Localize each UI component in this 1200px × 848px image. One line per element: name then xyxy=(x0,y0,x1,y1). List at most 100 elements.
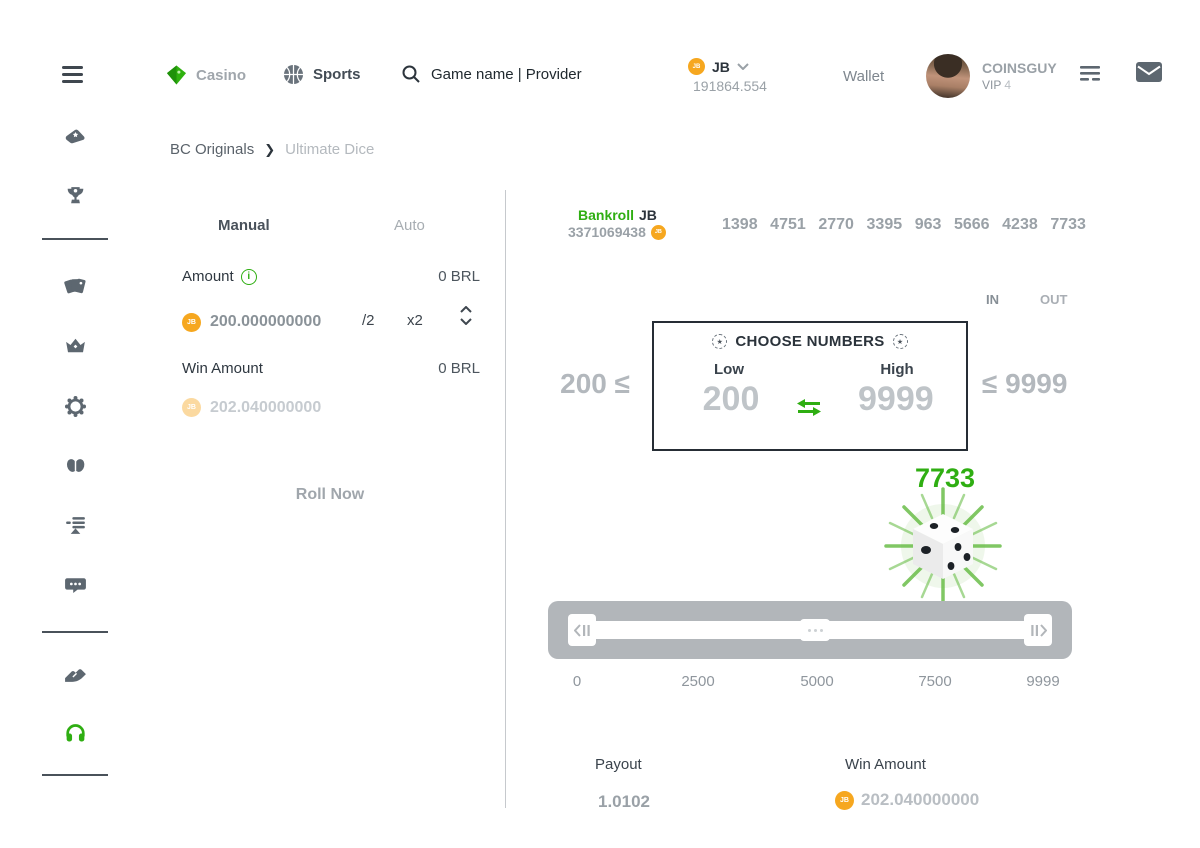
roll-now-button[interactable]: Roll Now xyxy=(295,486,365,503)
swap-icon[interactable] xyxy=(797,399,821,416)
amount-value[interactable]: 200.000000000 xyxy=(210,313,322,330)
basketball-icon xyxy=(283,64,304,85)
sidebar-gear-icon[interactable] xyxy=(63,394,88,419)
slider-tick: 0 xyxy=(572,673,582,690)
range-max: ≤ 9999 xyxy=(982,368,1068,399)
jb-coin-icon: JB xyxy=(688,58,705,75)
choose-numbers-box: ★ CHOOSE NUMBERS ★ Low High 200 9999 xyxy=(652,321,968,451)
avatar[interactable] xyxy=(926,54,970,98)
history-item[interactable]: 1398 xyxy=(722,216,758,233)
sidebar-support-headphones-icon[interactable] xyxy=(63,720,88,745)
balance-ticker: JB xyxy=(712,58,730,75)
history-item[interactable]: 963 xyxy=(914,216,942,233)
transactions-list-icon[interactable] xyxy=(1080,66,1100,81)
bankroll-ticker: JB xyxy=(639,207,657,223)
amount-label: Amount i xyxy=(182,268,257,285)
slider-handle-mid[interactable] xyxy=(800,619,830,641)
amount-input[interactable]: JB 200.000000000 /2 x2 xyxy=(182,303,480,341)
sidebar-sneaker-icon[interactable] xyxy=(63,123,88,148)
low-value-input[interactable]: 200 xyxy=(702,380,760,418)
history-item[interactable]: 7733 xyxy=(1050,216,1086,233)
breadcrumb-separator-icon: ❯ xyxy=(264,141,276,157)
jb-coin-icon: JB xyxy=(835,790,854,810)
jb-coin-icon: JB xyxy=(650,224,666,240)
payout-label: Payout xyxy=(595,756,642,773)
sidebar-tags-icon[interactable] xyxy=(63,274,88,299)
search-icon xyxy=(402,65,420,83)
chevron-down-icon xyxy=(737,63,749,70)
sidebar-crown-icon[interactable] xyxy=(63,334,88,359)
star-icon: ★ xyxy=(712,334,728,349)
bankroll-value-row: 3371069438 JB xyxy=(568,224,666,240)
search-input[interactable]: Game name | Provider xyxy=(402,65,582,83)
nav-casino[interactable]: Casino xyxy=(166,64,246,86)
bankroll-value: 3371069438 xyxy=(568,224,646,240)
slider-handle-high[interactable] xyxy=(1024,614,1052,646)
history-item[interactable]: 3395 xyxy=(866,216,903,233)
sidebar-trophy-icon[interactable] xyxy=(63,184,88,209)
breadcrumb: BC Originals ❯ Ultimate Dice xyxy=(170,141,374,158)
tab-auto[interactable]: Auto xyxy=(394,217,425,234)
stepper-down-icon xyxy=(460,318,472,325)
win-amount-value: 202.040000000 xyxy=(210,398,322,416)
win-fiat: 0 BRL xyxy=(438,360,480,377)
sidebar-handshake-icon[interactable] xyxy=(63,664,88,689)
sidebar-beans-icon[interactable] xyxy=(63,453,88,478)
sidebar-divider xyxy=(42,238,108,240)
tab-manual[interactable]: Manual xyxy=(218,217,270,234)
menu-icon[interactable] xyxy=(62,66,83,83)
wallet-button[interactable]: Wallet xyxy=(843,68,885,85)
breadcrumb-page: Ultimate Dice xyxy=(285,141,375,158)
history-item[interactable]: 5666 xyxy=(953,216,990,233)
slider-tick: 7500 xyxy=(918,673,952,690)
roll-history: 1398 4751 2770 3395 963 5666 4238 7733 xyxy=(722,216,1086,234)
payout-value: 1.0102 xyxy=(598,792,650,811)
amount-fiat: 0 BRL xyxy=(438,268,480,285)
slider-tick: 9999 xyxy=(1026,673,1060,690)
history-item[interactable]: 2770 xyxy=(818,216,854,233)
jb-coin-icon: JB xyxy=(182,312,201,332)
nav-sports[interactable]: Sports xyxy=(283,64,361,85)
vip-level: VIP 4 xyxy=(982,78,1012,92)
win-amount-label: Win Amount xyxy=(845,756,926,773)
username[interactable]: COINSGUY xyxy=(982,60,1057,76)
breadcrumb-section[interactable]: BC Originals xyxy=(170,141,255,158)
history-item[interactable]: 4238 xyxy=(1002,216,1038,233)
history-item[interactable]: 4751 xyxy=(770,216,806,233)
sidebar-chat-icon[interactable] xyxy=(63,573,88,598)
balance-dropdown[interactable]: JB JB 191864.554 xyxy=(688,58,767,94)
bet-in-toggle[interactable]: IN xyxy=(986,292,999,307)
info-icon[interactable]: i xyxy=(240,268,257,285)
handle-left-icon xyxy=(573,623,590,637)
slider-tick: 2500 xyxy=(681,673,715,690)
mail-icon[interactable] xyxy=(1136,62,1162,82)
range-slider xyxy=(548,601,1072,659)
panel-divider xyxy=(505,190,506,808)
amount-header-row: Amount i 0 BRL xyxy=(182,268,480,285)
win-amount-row: JB 202.040000000 xyxy=(835,790,979,810)
range-min: 200 ≤ xyxy=(560,368,630,399)
balance-amount: 191864.554 xyxy=(693,78,767,94)
casino-diamond-icon xyxy=(166,65,187,85)
dice-icon xyxy=(884,487,1002,605)
half-bet-button[interactable]: /2 xyxy=(362,312,375,329)
double-bet-button[interactable]: x2 xyxy=(407,312,423,329)
choose-numbers-title: ★ CHOOSE NUMBERS ★ xyxy=(654,333,966,350)
high-label: High xyxy=(880,361,914,378)
slider-tick: 5000 xyxy=(800,673,834,690)
nav-sports-label: Sports xyxy=(313,66,361,83)
win-amount-value: 202.040000000 xyxy=(861,790,980,809)
slider-handle-low[interactable] xyxy=(568,614,596,646)
jb-coin-icon: JB xyxy=(182,398,201,417)
amount-stepper[interactable] xyxy=(460,306,472,325)
win-amount-label: Win Amount xyxy=(182,360,263,377)
stats-section: Payout Win Amount 1.0102 JB 202.04000000… xyxy=(540,748,1100,812)
win-amount-display: JB 202.040000000 xyxy=(182,398,321,417)
high-value-input[interactable]: 9999 xyxy=(858,380,934,418)
sidebar-leaderboard-icon[interactable] xyxy=(63,513,88,538)
bet-out-toggle[interactable]: OUT xyxy=(1040,292,1068,307)
bankroll-header: Bankroll JB xyxy=(578,207,657,223)
search-placeholder: Game name | Provider xyxy=(431,65,582,83)
low-label: Low xyxy=(714,361,744,378)
